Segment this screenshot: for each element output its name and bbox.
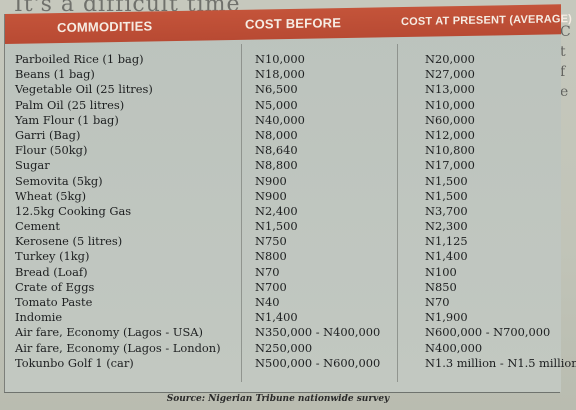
cost-before-value: N5,000 (255, 97, 298, 112)
adjacent-column-text: C t f e (560, 22, 574, 102)
commodity-name: Yam Flour (1 bag) (15, 112, 119, 127)
cost-present-value: N12,000 (425, 127, 475, 142)
cost-before-value: N1,400 (255, 310, 298, 325)
cost-present-value: N13,000 (425, 82, 475, 97)
cost-before-value: N10,000 (255, 52, 305, 66)
table-row: Air fare, Economy (Lagos - London) N250,0… (5, 341, 561, 356)
cost-present-value: N1,500 (425, 188, 468, 203)
header-cost-before: COST BEFORE (245, 15, 342, 32)
table-row: Bread (Loaf) N70 N100 (5, 265, 561, 280)
commodity-name: Beans (1 bag) (15, 67, 95, 82)
table-row: Indomie N1,400 N1,900 (5, 310, 561, 325)
commodity-name: Palm Oil (25 litres) (15, 97, 125, 112)
cost-before-value: N2,400 (255, 203, 298, 218)
table-row: Vegetable Oil (25 litres) N6,500 N13,000 (5, 82, 561, 97)
commodity-price-table: COMMODITIES COST BEFORE COST AT PRESENT … (4, 4, 576, 392)
cost-present-value: N17,000 (425, 158, 475, 173)
source-note: Source: Nigerian Tribune nationwide surv… (166, 394, 390, 404)
cost-present-value: N27,000 (425, 67, 475, 82)
cost-present-value: N70 (425, 295, 450, 309)
cost-present-value: N1,500 (425, 173, 468, 188)
cost-before-value: N6,500 (255, 82, 298, 97)
column-divider (397, 44, 398, 382)
table-row: Parboiled Rice (1 bag) N10,000 N20,000 (5, 52, 561, 67)
cost-present-value: N600,000 - N700,000 (425, 325, 551, 340)
cost-before-value: N750 (255, 234, 287, 249)
table-row: Wheat (5kg) N900 N1,500 (5, 189, 561, 204)
cost-before-value: N8,640 (255, 143, 298, 158)
cost-present-value: N60,000 (425, 112, 475, 127)
table-row: Air fare, Economy (Lagos - USA) N350,000 … (5, 325, 561, 340)
commodity-name: Air fare, Economy (Lagos - London) (15, 340, 221, 355)
table-row: Sugar N8,800 N17,000 (5, 158, 561, 173)
table-bottom-rule (4, 392, 560, 393)
commodity-name: Air fare, Economy (Lagos - USA) (15, 325, 203, 340)
header-commodities: COMMODITIES (57, 18, 153, 36)
cost-present-value: N1,400 (425, 249, 468, 264)
commodity-name: Garri (Bag) (15, 127, 81, 142)
cost-before-value: N900 (255, 173, 287, 188)
commodity-name: Turkey (1kg) (15, 249, 90, 264)
cost-before-value: N8,800 (255, 158, 298, 173)
commodity-name: Cement (15, 219, 60, 234)
commodity-name: Bread (Loaf) (15, 264, 88, 279)
cost-present-value: N850 (425, 279, 457, 294)
table-row: Palm Oil (25 litres) N5,000 N10,000 (5, 98, 561, 113)
commodity-name: Flour (50kg) (15, 143, 88, 158)
commodity-name: Parboiled Rice (1 bag) (15, 52, 144, 66)
table-row: Cement N1,500 N2,300 (5, 219, 561, 234)
table-row: Yam Flour (1 bag) N40,000 N60,000 (5, 113, 561, 128)
commodity-name: Tokunbo Golf 1 (car) (15, 355, 134, 370)
commodity-name: Kerosene (5 litres) (15, 234, 123, 249)
commodity-name: Crate of Eggs (15, 279, 95, 294)
commodity-name: Semovita (5kg) (15, 173, 103, 188)
cost-present-value: N2,300 (425, 219, 468, 234)
table-body: Parboiled Rice (1 bag) N10,000 N20,000 Bean… (5, 52, 576, 371)
column-divider (241, 44, 242, 382)
cost-before-value: N40,000 (255, 112, 305, 127)
commodity-name: Sugar (15, 158, 50, 173)
side-letter: f (560, 64, 566, 80)
commodity-name: Wheat (5kg) (15, 188, 87, 203)
table-row: Tomato Paste N40 N70 (5, 295, 561, 310)
table-row: Semovita (5kg) N900 N1,500 (5, 174, 561, 189)
cost-before-value: N500,000 - N600,000 (255, 355, 381, 370)
cost-before-value: N700 (255, 279, 287, 294)
side-letter: e (560, 84, 569, 100)
commodity-name: 12.5kg Cooking Gas (15, 203, 132, 218)
commodity-name: Tomato Paste (15, 295, 93, 309)
table-row: Kerosene (5 litres) N750 N1,125 (5, 234, 561, 249)
table-row: Tokunbo Golf 1 (car) N500,000 - N600,000 N… (5, 355, 576, 371)
commodity-name: Vegetable Oil (25 litres) (15, 82, 153, 97)
cost-present-value: N20,000 (425, 52, 475, 66)
cost-present-value: N100 (425, 264, 457, 279)
side-letter: C (560, 24, 571, 40)
cost-before-value: N900 (255, 188, 287, 203)
table-row: Garri (Bag) N8,000 N12,000 (5, 128, 561, 143)
cost-before-value: N1,500 (255, 219, 298, 234)
table-row: Crate of Eggs N700 N850 (5, 280, 561, 295)
cost-before-value: N70 (255, 264, 280, 279)
commodity-name: Indomie (15, 310, 63, 325)
cost-present-value: N1.3 million - N1.5 million (425, 355, 576, 370)
cost-present-value: N10,800 (425, 143, 475, 158)
cost-before-value: N40 (255, 295, 280, 309)
cost-present-value: N3,700 (425, 203, 468, 218)
table-row: Turkey (1kg) N800 N1,400 (5, 249, 561, 264)
cost-present-value: N400,000 (425, 340, 483, 355)
table-row: 12.5kg Cooking Gas N2,400 N3,700 (5, 204, 561, 219)
cost-before-value: N250,000 (255, 340, 313, 355)
table-row: Flour (50kg) N8,640 N10,800 (5, 143, 561, 158)
cost-before-value: N18,000 (255, 67, 305, 82)
cost-before-value: N800 (255, 249, 287, 264)
cost-present-value: N10,000 (425, 97, 475, 112)
cost-before-value: N350,000 - N400,000 (255, 325, 381, 340)
cost-present-value: N1,125 (425, 234, 468, 249)
header-cost-present: COST AT PRESENT (AVERAGE) (401, 13, 573, 29)
cost-before-value: N8,000 (255, 127, 298, 142)
table-row: Beans (1 bag) N18,000 N27,000 (5, 67, 561, 82)
side-letter: t (560, 44, 566, 60)
cost-present-value: N1,900 (425, 310, 468, 325)
